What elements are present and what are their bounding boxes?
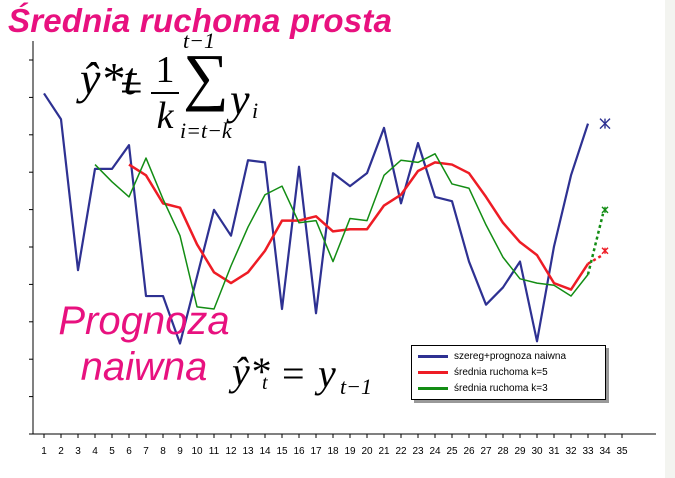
series-line-1 — [43, 92, 590, 345]
x-tick-label: 21 — [378, 446, 390, 457]
legend-swatch-k3 — [418, 386, 448, 390]
legend-item-naive: szereg+prognoza naiwna — [418, 349, 566, 363]
x-tick-label: 1 — [41, 446, 47, 457]
x-tick-label: 19 — [344, 446, 356, 457]
chart-legend: szereg+prognoza naiwna średnia ruchoma k… — [411, 345, 606, 400]
x-tick-label: 25 — [446, 446, 458, 457]
x-tick-label: 5 — [109, 446, 115, 457]
x-tick-label: 32 — [565, 446, 577, 457]
formula-sma-fraction-bar — [151, 92, 179, 94]
formula-naive-lhs: ŷ* — [232, 349, 270, 394]
x-tick-label: 13 — [242, 446, 254, 457]
formula-sma-denominator: k — [156, 95, 174, 137]
x-tick-label: 20 — [361, 446, 373, 457]
x-tick-label: 33 — [582, 446, 594, 457]
formula-sma-summand: y — [230, 75, 250, 124]
x-tick-label: 4 — [92, 446, 98, 457]
x-tick-label: 35 — [616, 446, 628, 457]
forecast-dotted-3 — [586, 213, 605, 275]
legend-item-k3: średnia ruchoma k=3 — [418, 381, 548, 395]
formula-sma-lhs: ŷ*t — [80, 53, 137, 104]
legend-label-k3: średnia ruchoma k=3 — [454, 382, 548, 394]
x-tick-label: 16 — [293, 446, 305, 457]
x-tick-label: 27 — [480, 446, 492, 457]
x-tick-label: 14 — [259, 446, 271, 457]
x-tick-label: 24 — [429, 446, 441, 457]
x-tick-label: 9 — [177, 446, 183, 457]
legend-label-k5: średnia ruchoma k=5 — [454, 366, 548, 378]
formula-naive-equals: = — [282, 351, 305, 396]
x-tick-label: 22 — [395, 446, 407, 457]
formula-sma-sum-lower: i=t−k — [180, 118, 232, 143]
legend-swatch-naive — [418, 354, 448, 358]
x-tick-label: 8 — [160, 446, 166, 457]
slide-title: Średnia ruchoma prosta — [8, 2, 392, 39]
formula-naive-rhs-sub: t−1 — [340, 374, 372, 399]
x-tick-label: 29 — [514, 446, 526, 457]
formula-naive-lhs-sub: t — [262, 372, 268, 394]
x-tick-label: 3 — [75, 446, 81, 457]
x-tick-label: 34 — [599, 446, 611, 457]
x-tick-label: 2 — [58, 446, 64, 457]
x-tick-label: 28 — [497, 446, 509, 457]
x-tick-label: 7 — [143, 446, 149, 457]
x-tick-label: 12 — [225, 446, 237, 457]
legend-swatch-k5 — [418, 370, 448, 374]
x-tick-label: 17 — [310, 446, 322, 457]
naive-label-line1: Prognoza — [58, 299, 230, 343]
naive-forecast-label: Prognoza naiwna — [44, 298, 244, 390]
naive-label-line2: naiwna — [80, 345, 208, 389]
legend-label-naive: szereg+prognoza naiwna — [454, 350, 567, 362]
formula-naive-rhs: y — [318, 351, 336, 396]
x-tick-label: 10 — [191, 446, 203, 457]
formula-sma-numerator: 1 — [155, 49, 175, 91]
series-line-3 — [94, 153, 589, 310]
x-tick-label: 11 — [209, 446, 220, 457]
series-line-2 — [128, 161, 590, 291]
legend-item-k5: średnia ruchoma k=5 — [418, 365, 548, 379]
x-tick-label: 26 — [463, 446, 475, 457]
formula-sma-summand-index: i — [252, 98, 259, 123]
x-tick-label: 15 — [276, 446, 288, 457]
x-tick-label: 18 — [327, 446, 339, 457]
slide-edge — [665, 0, 675, 478]
x-tick-label: 23 — [412, 446, 424, 457]
x-tick-label: 30 — [531, 446, 543, 457]
formula-sma-sum-symbol: ∑ — [183, 41, 229, 112]
x-tick-label: 6 — [126, 446, 132, 457]
x-tick-label: 31 — [548, 446, 560, 457]
formula-sma-equals: = — [120, 65, 143, 110]
formula-sma-fraction: 1 k — [150, 50, 180, 136]
formula-sma-sum-upper: t−1 — [183, 28, 215, 53]
